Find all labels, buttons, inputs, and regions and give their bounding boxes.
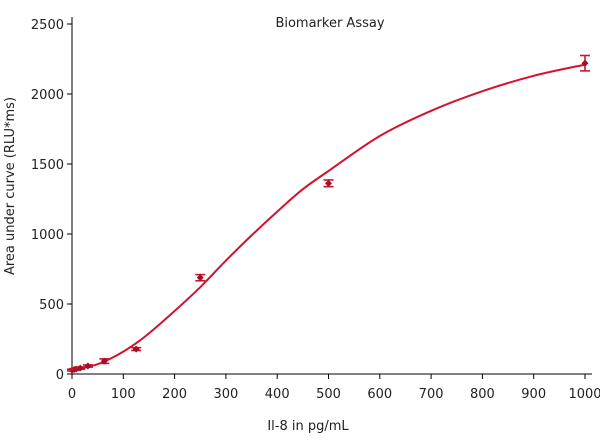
tick-group: 0 100 200 300 400 500 600 700 800 900 1000 0 500 1000…	[31, 18, 600, 402]
x-tick-label: 900	[521, 387, 546, 402]
x-tick-label: 100	[111, 387, 136, 402]
point-marker	[76, 364, 84, 372]
x-tick-label: 500	[316, 387, 341, 402]
data-point	[580, 54, 590, 72]
x-tick-label: 800	[470, 387, 495, 402]
y-tick-label: 1500	[31, 158, 64, 173]
point-marker	[100, 357, 108, 365]
point-marker	[196, 274, 204, 282]
point-marker	[325, 179, 332, 187]
x-tick-label: 600	[367, 387, 392, 402]
y-axis-title: Area under curve (RLU*ms)	[3, 97, 18, 275]
x-tick-label: 0	[68, 387, 76, 402]
y-tick-label: 500	[39, 298, 64, 313]
data-point	[82, 362, 93, 370]
x-tick-label: 200	[162, 387, 187, 402]
y-tick-label: 1000	[31, 228, 64, 243]
data-points	[67, 54, 590, 374]
point-marker	[84, 362, 92, 370]
axes	[71, 17, 592, 375]
y-tick-label: 2000	[31, 88, 64, 103]
point-marker	[132, 345, 140, 353]
y-tick-label: 0	[56, 368, 64, 383]
data-point	[323, 179, 334, 188]
x-tick-label: 400	[265, 387, 290, 402]
data-point	[131, 345, 142, 353]
point-marker	[581, 59, 589, 67]
x-tick-label: 300	[213, 387, 238, 402]
fit-curve	[71, 63, 586, 371]
data-point	[195, 273, 206, 282]
chart-title: Biomarker Assay	[275, 16, 384, 31]
data-point	[99, 357, 110, 365]
x-tick-label: 700	[419, 387, 444, 402]
y-tick-label: 2500	[31, 18, 64, 33]
x-tick-label: 1000	[568, 387, 600, 402]
x-axis-title: Il-8 in pg/mL	[267, 419, 349, 434]
